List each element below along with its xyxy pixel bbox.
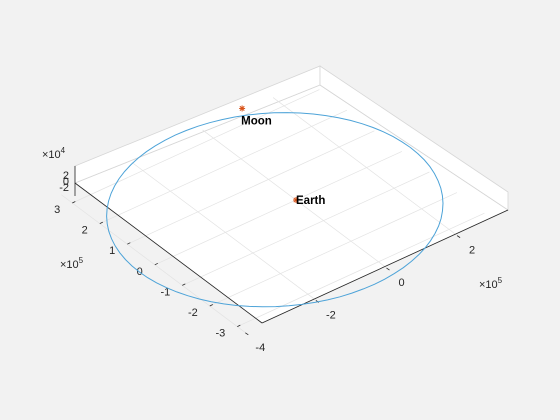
grid-line-y-0 <box>237 212 485 327</box>
orbit-line <box>106 112 444 308</box>
y-tick-label: -3 <box>216 328 226 340</box>
orbit-series <box>106 112 444 308</box>
marker-earth <box>293 197 299 203</box>
y-tick-label: 1 <box>109 245 115 257</box>
y-tick-label: 2 <box>82 225 88 237</box>
grid-line-y-1 <box>209 192 458 307</box>
grid-line-y-5 <box>99 109 348 224</box>
z-tick-label: 2 <box>63 170 69 182</box>
y-tick-label: -1 <box>161 286 171 298</box>
x-tick-mark <box>386 267 390 271</box>
y-tick-mark <box>209 304 213 307</box>
x-tick-label: 0 <box>398 277 404 289</box>
label-earth: Earth <box>296 195 325 207</box>
y-tick-label: 3 <box>54 204 60 216</box>
y-tick-label: -2 <box>188 307 198 319</box>
point-markers: Moon Earth <box>239 105 325 207</box>
grid-lines <box>61 89 485 336</box>
y-tick-mark <box>99 221 103 224</box>
back-wall-right <box>319 65 509 211</box>
y-tick-mark <box>182 283 186 286</box>
z-tick-label: -2 <box>59 182 69 194</box>
z-multiplier: ×104 <box>42 146 66 161</box>
x-tick-mark <box>456 235 461 238</box>
grid-line-y-2 <box>182 171 430 286</box>
label-moon: Moon <box>241 115 272 127</box>
x-tick-label: 2 <box>469 245 475 257</box>
x-tick-label: -4 <box>255 342 265 354</box>
grid-line-y-3 <box>154 151 403 266</box>
y-multiplier: ×105 <box>60 256 84 271</box>
grid-line-y-6 <box>72 89 320 204</box>
x-tick-label: -2 <box>326 309 336 321</box>
y-axis-line <box>74 182 263 324</box>
y-tick-mark <box>127 242 131 245</box>
y-tick-mark <box>237 324 241 327</box>
axes-box <box>74 65 509 324</box>
marker-moon <box>239 105 246 112</box>
grid-line-y-4 <box>127 130 375 245</box>
y-tick-mark <box>154 262 158 266</box>
x-multiplier: ×105 <box>479 276 503 291</box>
z-tick-label: 0 <box>63 176 69 188</box>
y-tick-mark <box>72 201 76 204</box>
x-tick-mark <box>245 332 249 336</box>
